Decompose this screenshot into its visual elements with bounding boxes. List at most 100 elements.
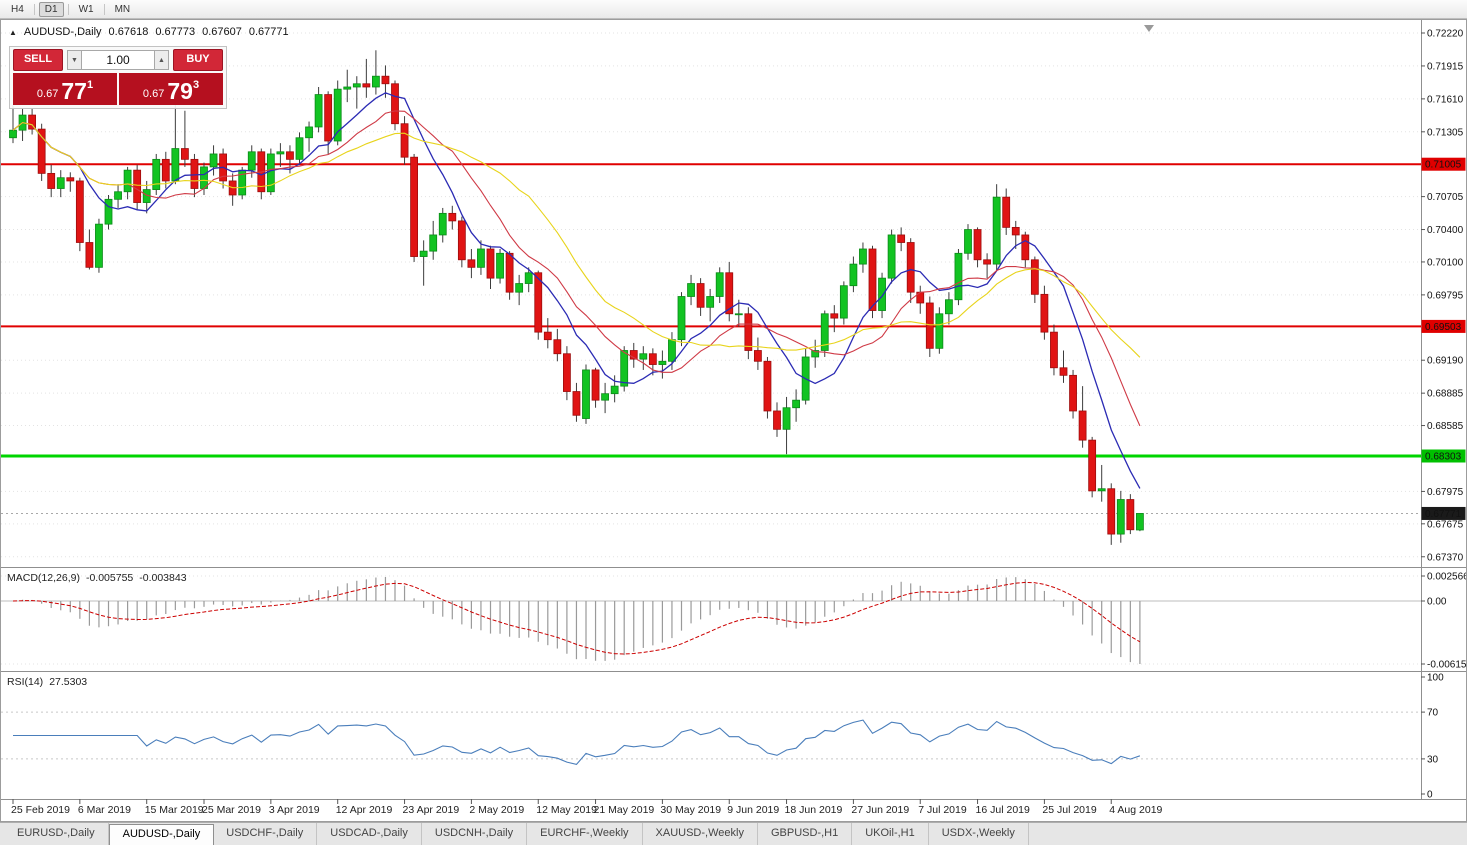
svg-text:0.69190: 0.69190	[1427, 356, 1464, 367]
timeframe-button-mn[interactable]: MN	[114, 3, 131, 15]
level-lines[interactable]	[1, 163, 1421, 458]
quote-close: 0.67771	[248, 26, 289, 38]
buy-price-big: 79	[167, 78, 193, 105]
sell-button[interactable]: SELL	[13, 49, 63, 71]
macd-signal-line	[12, 581, 1141, 655]
date-label: 6 Mar 2019	[77, 804, 131, 816]
chart-tab-audusd-daily[interactable]: AUDUSD-,Daily	[108, 824, 215, 845]
date-label: 7 Jul 2019	[918, 804, 967, 816]
date-axis[interactable]: 25 Feb 2019 6 Mar 2019 15 Mar 2019 25 Mar 2…	[1, 801, 1466, 821]
quote-high: 0.67773	[155, 26, 196, 38]
date-label: 15 Mar 2019	[144, 804, 204, 816]
svg-text:70: 70	[1427, 708, 1439, 719]
quote-low: 0.67607	[202, 26, 242, 38]
chart-tab-usdchf-daily[interactable]: USDCHF-,Daily	[213, 823, 318, 845]
svg-text:0.71915: 0.71915	[1427, 61, 1464, 72]
sell-price-big: 77	[61, 78, 87, 105]
svg-text:0.68885: 0.68885	[1427, 389, 1464, 400]
ma-mid-line	[12, 110, 1141, 427]
buy-price-display[interactable]: 0.67 79 3	[119, 73, 223, 105]
date-label: 18 Jun 2019	[784, 804, 843, 816]
buy-price-prefix: 0.67	[142, 88, 165, 100]
svg-text:0.002566: 0.002566	[1427, 572, 1466, 583]
panel-separators[interactable]	[1, 567, 1466, 800]
symbol-title: AUDUSD-,Daily	[23, 26, 102, 38]
ma-slow-line	[12, 122, 1141, 358]
date-label: 30 May 2019	[660, 804, 722, 816]
chart-tab-usdcad-daily[interactable]: USDCAD-,Daily	[317, 823, 422, 845]
date-label: 12 Apr 2019	[335, 804, 393, 816]
macd-main-value: -0.005755	[85, 572, 134, 584]
date-label: 2 May 2019	[469, 804, 525, 816]
timeframe-button-w1[interactable]: W1	[78, 3, 94, 15]
svg-text:0.69503: 0.69503	[1425, 322, 1462, 333]
rsi-line	[13, 719, 1141, 766]
buy-button[interactable]: BUY	[173, 49, 223, 71]
date-label: 12 May 2019	[536, 804, 597, 816]
svg-text:0.71305: 0.71305	[1427, 127, 1464, 138]
date-label: 25 Jul 2019	[1042, 804, 1097, 816]
quote-open: 0.67618	[108, 26, 149, 38]
volume-decrease-button[interactable]: ▼	[67, 50, 82, 70]
volume-stepper: ▼ 1.00 ▲	[67, 50, 169, 70]
volume-input[interactable]: 1.00	[82, 50, 154, 70]
volume-increase-button[interactable]: ▲	[154, 50, 169, 70]
timeframe-button-d1[interactable]: D1	[38, 1, 64, 17]
bottom-tabs: EURUSD-,Daily AUDUSD-,Daily USDCHF-,Daily U…	[0, 822, 1467, 845]
sell-price-pip: 1	[86, 79, 94, 91]
sell-price-display[interactable]: 0.67 77 1	[13, 73, 117, 105]
toolbar-separator	[33, 3, 35, 15]
chart-tab-ukoil-h1[interactable]: UKOil-,H1	[852, 823, 929, 845]
rsi-value: 27.5303	[49, 676, 88, 688]
svg-text:0.70100: 0.70100	[1427, 257, 1464, 268]
svg-text:0: 0	[1427, 790, 1433, 801]
rsi-name: RSI(14)	[7, 676, 44, 688]
chart-tab-usdx-weekly[interactable]: USDX-,Weekly	[929, 823, 1029, 845]
chart-tab-gbpusd-h1[interactable]: GBPUSD-,H1	[758, 823, 853, 845]
date-label: 9 Jun 2019	[727, 804, 780, 816]
buy-price-pip: 3	[192, 79, 200, 91]
symbol-icon: ▲	[9, 27, 17, 37]
sell-price-prefix: 0.67	[36, 88, 59, 100]
date-label: 23 Apr 2019	[402, 804, 460, 816]
one-click-trading-panel: SELL ▼ 1.00 ▲ BUY 0.67 77 1 0.67 79 3	[9, 46, 227, 109]
quote-header: ▲ AUDUSD-,Daily 0.67618 0.67773 0.67607 …	[9, 26, 289, 38]
chart-window[interactable]: 0.72220 0.71915 0.71610 0.71305 0.70705 0.704…	[0, 19, 1467, 822]
date-label: 16 Jul 2019	[975, 804, 1030, 816]
chart-tab-eurusd-daily[interactable]: EURUSD-,Daily	[4, 823, 109, 845]
date-label: 27 Jun 2019	[851, 804, 910, 816]
svg-text:0.67975: 0.67975	[1427, 487, 1464, 498]
chart-area[interactable]: 0.72220 0.71915 0.71610 0.71305 0.70705 0.704…	[1, 20, 1466, 821]
macd-indicator-label: MACD(12,26,9) -0.005755 -0.003843	[7, 572, 187, 584]
svg-text:0.69795: 0.69795	[1427, 290, 1464, 301]
svg-text:0.70400: 0.70400	[1427, 225, 1464, 236]
svg-text:30: 30	[1427, 754, 1439, 765]
macd-name: MACD(12,26,9)	[7, 572, 80, 584]
svg-text:0.71610: 0.71610	[1427, 94, 1464, 105]
date-label: 25 Mar 2019	[202, 804, 261, 816]
toolbar-separator	[67, 3, 69, 15]
svg-text:0.67675: 0.67675	[1427, 519, 1464, 530]
ma-fast-line	[12, 92, 1141, 489]
svg-text:0.67370: 0.67370	[1427, 552, 1464, 563]
date-label: 25 Feb 2019	[11, 804, 70, 816]
rsi-panel: 100 70 30 0	[1, 673, 1444, 801]
price-gridlines	[1, 32, 1421, 558]
price-axis[interactable]: 0.72220 0.71915 0.71610 0.71305 0.70705 0.704…	[1421, 29, 1466, 564]
svg-text:100: 100	[1427, 673, 1444, 684]
chart-tab-usdcnh-daily[interactable]: USDCNH-,Daily	[422, 823, 528, 845]
svg-text:0.70705: 0.70705	[1427, 192, 1464, 203]
chart-tab-xauusd-weekly[interactable]: XAUUSD-,Weekly	[643, 823, 758, 845]
timeframe-button-h4[interactable]: H4	[11, 3, 24, 15]
svg-text:0.00: 0.00	[1427, 596, 1447, 607]
timeframe-toolbar: H4 D1 W1 MN	[0, 0, 1467, 19]
svg-text:0.68585: 0.68585	[1427, 421, 1464, 432]
toolbar-separator	[103, 3, 105, 15]
chart-tab-eurchf-weekly[interactable]: EURCHF-,Weekly	[527, 823, 643, 845]
chart-shift-marker-icon	[1144, 25, 1154, 32]
candlesticks	[9, 50, 1144, 545]
svg-text:0.72220: 0.72220	[1427, 29, 1464, 40]
svg-text:0.67771: 0.67771	[1425, 509, 1462, 520]
